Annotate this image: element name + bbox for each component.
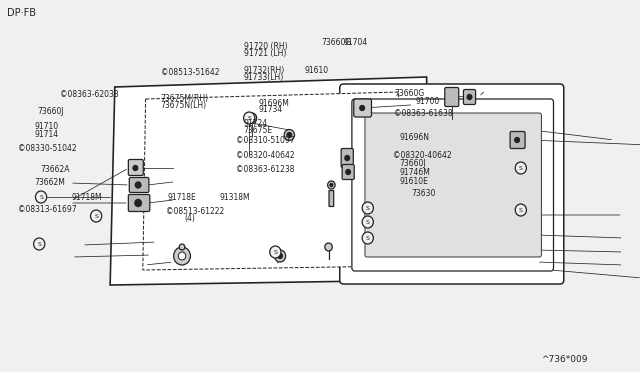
Text: 73660G: 73660G <box>321 38 351 47</box>
Circle shape <box>244 112 255 124</box>
Text: 91610: 91610 <box>305 66 329 75</box>
Text: 73660J: 73660J <box>37 107 63 116</box>
Text: ©08363-61238: ©08363-61238 <box>236 165 294 174</box>
Text: 91696M: 91696M <box>258 99 289 108</box>
Circle shape <box>269 246 281 258</box>
Circle shape <box>35 191 47 203</box>
Text: ©08320-40642: ©08320-40642 <box>236 151 294 160</box>
Text: 73675M(RH): 73675M(RH) <box>160 94 208 103</box>
Circle shape <box>287 132 292 138</box>
Text: 73660G: 73660G <box>394 89 424 98</box>
Text: S: S <box>366 235 370 241</box>
Text: 91732(RH): 91732(RH) <box>244 66 285 75</box>
Text: 91720 (RH): 91720 (RH) <box>244 42 287 51</box>
Circle shape <box>360 106 365 110</box>
FancyBboxPatch shape <box>352 99 554 271</box>
Circle shape <box>467 94 472 99</box>
Text: 91710: 91710 <box>35 122 59 131</box>
Circle shape <box>135 199 141 206</box>
Circle shape <box>515 138 520 142</box>
Text: 73675N(LH): 73675N(LH) <box>160 101 206 110</box>
Text: 73662M: 73662M <box>35 178 65 187</box>
Circle shape <box>173 247 191 265</box>
Text: ©08513-61222: ©08513-61222 <box>166 207 225 216</box>
Text: ©08513-51642: ©08513-51642 <box>161 68 220 77</box>
Text: S: S <box>39 195 43 199</box>
FancyBboxPatch shape <box>329 190 333 206</box>
Text: 91704: 91704 <box>344 38 368 47</box>
Text: S: S <box>519 208 523 212</box>
Text: ©08320-40642: ©08320-40642 <box>393 151 452 160</box>
Text: 91734: 91734 <box>258 105 282 114</box>
FancyBboxPatch shape <box>354 99 371 117</box>
FancyBboxPatch shape <box>342 164 354 180</box>
Text: 91696N: 91696N <box>399 133 429 142</box>
Text: 91724: 91724 <box>244 119 268 128</box>
Circle shape <box>328 181 335 189</box>
Circle shape <box>346 170 351 174</box>
Text: ©08310-51097: ©08310-51097 <box>236 136 294 145</box>
Circle shape <box>362 202 373 214</box>
Text: 91746M: 91746M <box>399 169 430 177</box>
Circle shape <box>133 166 138 170</box>
FancyBboxPatch shape <box>445 87 459 106</box>
Text: 91721 (LH): 91721 (LH) <box>244 49 286 58</box>
Text: 91318M: 91318M <box>220 193 250 202</box>
Circle shape <box>278 253 282 259</box>
Text: ©08330-51042: ©08330-51042 <box>18 144 77 153</box>
FancyBboxPatch shape <box>463 90 476 105</box>
Text: 91733(LH): 91733(LH) <box>244 73 284 82</box>
Polygon shape <box>110 77 431 285</box>
Text: S: S <box>366 219 370 224</box>
Circle shape <box>362 216 373 228</box>
FancyBboxPatch shape <box>129 160 143 176</box>
Text: 73675E: 73675E <box>244 126 273 135</box>
Polygon shape <box>143 92 401 270</box>
Text: ©08363-62038: ©08363-62038 <box>60 90 118 99</box>
Circle shape <box>34 238 45 250</box>
Circle shape <box>325 243 332 251</box>
Text: 91714: 91714 <box>35 130 59 139</box>
Circle shape <box>284 129 294 141</box>
Text: S: S <box>247 115 251 121</box>
Text: S: S <box>37 241 41 247</box>
Text: ©08313-61697: ©08313-61697 <box>18 205 77 214</box>
Text: ^736*009: ^736*009 <box>541 355 588 364</box>
FancyBboxPatch shape <box>510 131 525 148</box>
Text: 73660J: 73660J <box>399 159 426 168</box>
FancyBboxPatch shape <box>129 195 150 212</box>
Text: 91700: 91700 <box>415 97 440 106</box>
Circle shape <box>515 162 527 174</box>
FancyBboxPatch shape <box>365 113 541 257</box>
Text: 73662A: 73662A <box>40 165 70 174</box>
Text: 91718E: 91718E <box>167 193 196 202</box>
FancyBboxPatch shape <box>129 177 149 192</box>
Text: S: S <box>94 214 98 218</box>
Text: S: S <box>273 250 277 254</box>
Circle shape <box>345 155 349 160</box>
Circle shape <box>515 204 527 216</box>
FancyBboxPatch shape <box>340 84 564 284</box>
Circle shape <box>179 244 185 250</box>
Circle shape <box>135 182 141 188</box>
FancyBboxPatch shape <box>341 148 353 167</box>
Circle shape <box>362 232 373 244</box>
Circle shape <box>90 210 102 222</box>
Text: 73630: 73630 <box>411 189 435 198</box>
Circle shape <box>179 252 186 260</box>
Text: ©08363-61638: ©08363-61638 <box>394 109 453 118</box>
Text: S: S <box>519 166 523 170</box>
Text: 91718M: 91718M <box>72 193 102 202</box>
Text: S: S <box>366 205 370 211</box>
Circle shape <box>247 113 257 123</box>
Text: 91610E: 91610E <box>399 177 428 186</box>
Circle shape <box>275 250 285 262</box>
Text: (4): (4) <box>184 214 195 223</box>
Text: DP‧FB: DP‧FB <box>8 8 36 18</box>
Circle shape <box>330 183 333 186</box>
